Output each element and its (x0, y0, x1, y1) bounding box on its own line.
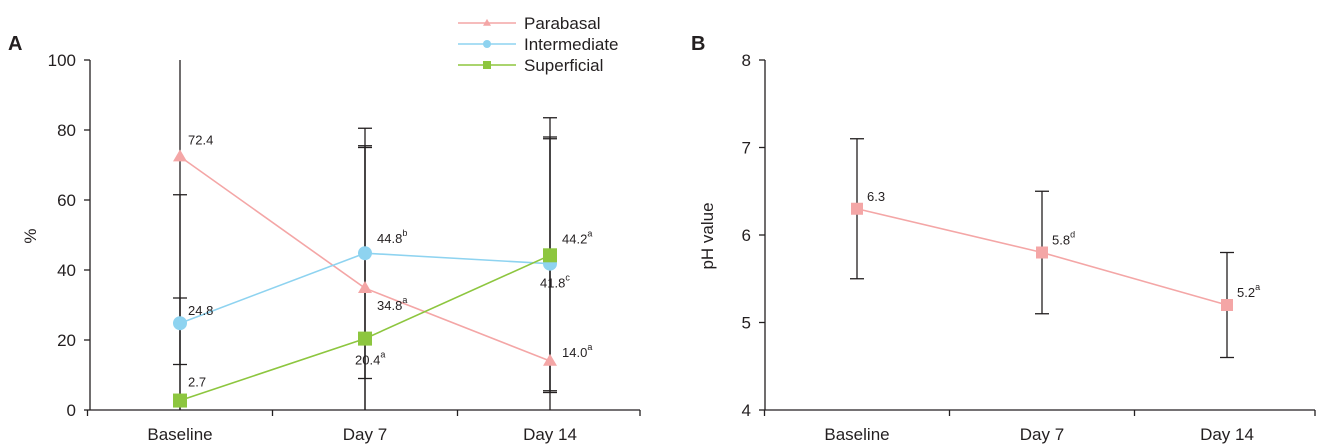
x-tick-label: Baseline (824, 425, 889, 444)
y-tick-label: 5 (742, 314, 751, 333)
legend-label: Parabasal (524, 14, 601, 33)
legend-marker (483, 40, 491, 48)
data-label: 44.8b (377, 228, 407, 246)
panel-a-data-labels: 72.4 34.8a 14.0a 24.8 44.8b 41.8c 2.7 20.4a 44.2… (188, 133, 592, 390)
panel-b-axes: 4 5 6 7 8 Baseline Day 7 Day 14 (742, 51, 1316, 444)
y-tick-label: 20 (57, 331, 76, 350)
data-label: 2.7 (188, 375, 206, 390)
legend-label: Superficial (524, 56, 603, 75)
data-label-superscript: c (565, 273, 570, 283)
data-label-superscript: b (402, 228, 407, 238)
legend-label: Intermediate (524, 35, 619, 54)
y-tick-label: 7 (742, 139, 751, 158)
legend-marker (483, 61, 491, 69)
data-label: 20.4a (355, 350, 385, 368)
data-label: 14.0a (562, 342, 592, 360)
parabasal-point (543, 353, 557, 366)
y-tick-label: 8 (742, 51, 751, 70)
data-label: 34.8a (377, 295, 407, 313)
panel-a-axes: 0 20 40 60 80 100 Baseline Day 7 Day 14 (48, 51, 641, 444)
data-label: 5.2a (1237, 282, 1260, 300)
y-tick-label: 0 (67, 401, 76, 420)
superficial-point (543, 248, 557, 263)
data-label: 41.8c (540, 273, 570, 291)
intermediate-point (358, 246, 372, 261)
data-label: 72.4 (188, 133, 213, 148)
y-tick-label: 60 (57, 191, 76, 210)
data-label-superscript: a (587, 342, 592, 352)
parabasal-point (358, 281, 372, 293)
data-label-superscript: a (1255, 282, 1260, 292)
x-tick-label: Day 7 (343, 425, 387, 444)
superficial-point (173, 393, 187, 408)
data-label: 5.8d (1052, 230, 1075, 248)
panel-b: B pH value 4 5 6 7 8 Baseline Day 7 Day 14 6.3 5… (691, 33, 1316, 444)
ph-point (1036, 246, 1048, 259)
panel-b-letter: B (691, 33, 705, 55)
panel-a-markers (173, 149, 557, 408)
intermediate-point (173, 316, 187, 331)
x-tick-label: Day 14 (1200, 425, 1254, 444)
data-label-superscript: a (402, 295, 407, 305)
panel-a-y-axis-title: % (21, 228, 40, 243)
y-tick-label: 40 (57, 261, 76, 280)
data-label: 6.3 (867, 189, 885, 204)
panel-a: A % 0 20 40 60 80 100 Baseline Day 7 Day 14 72.4… (8, 14, 641, 444)
parabasal-point (173, 149, 187, 162)
y-tick-label: 80 (57, 121, 76, 140)
x-tick-label: Day 14 (523, 425, 577, 444)
ph-point (851, 202, 863, 215)
y-tick-label: 4 (742, 401, 751, 420)
data-label-superscript: a (380, 350, 385, 360)
panel-b-markers (851, 202, 1233, 311)
superficial-point (358, 331, 372, 346)
data-label: 44.2a (562, 228, 592, 246)
panel-a-letter: A (8, 33, 22, 55)
y-tick-label: 100 (48, 51, 76, 70)
ph-point (1221, 299, 1233, 311)
legend-marker (483, 18, 491, 26)
x-tick-label: Day 7 (1020, 425, 1064, 444)
panel-b-y-axis-title: pH value (698, 202, 717, 269)
data-label-superscript: d (1070, 230, 1075, 240)
x-tick-label: Baseline (147, 425, 212, 444)
panel-b-data-labels: 6.3 5.8d 5.2a (867, 189, 1260, 300)
data-label: 24.8 (188, 303, 213, 318)
panel-a-legend: Parabasal Intermediate Superficial (458, 14, 619, 75)
data-label-superscript: a (587, 228, 592, 238)
y-tick-label: 6 (742, 226, 751, 245)
